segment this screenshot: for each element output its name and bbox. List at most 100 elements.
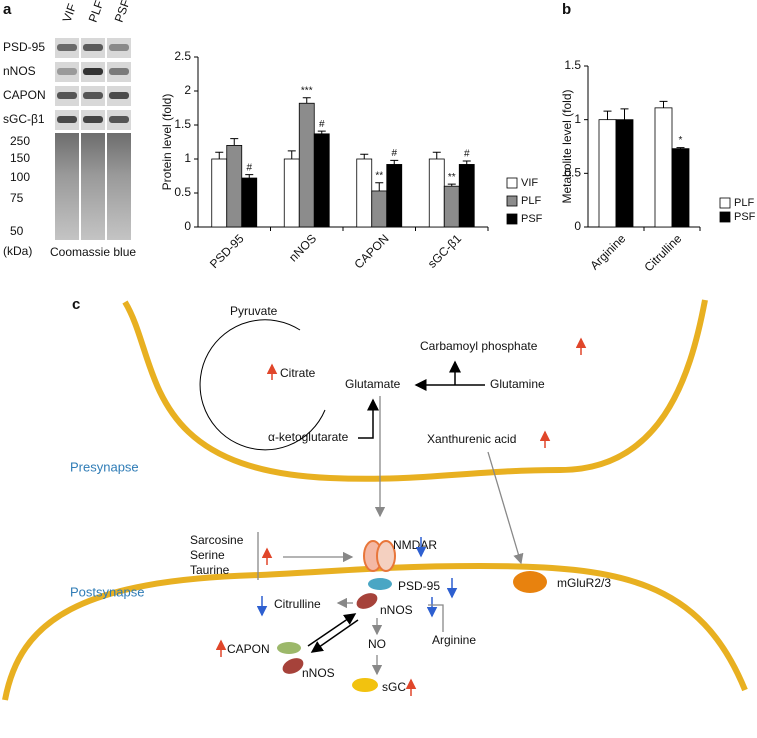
band [109,92,129,99]
row-label: sGC-β1 [3,112,45,126]
panel-label: a [3,1,12,18]
y-tick-label: 1.5 [174,117,191,131]
error-bar [447,183,456,187]
error-bar [287,150,296,159]
band [83,116,103,123]
marker-label: 50 [10,224,24,238]
bar [615,119,634,228]
nnos [356,593,378,609]
band [83,44,103,51]
bar [313,133,330,228]
y-tick-label: 0.5 [174,185,191,199]
error-bar [659,100,668,108]
label: nNOS [380,603,413,617]
y-tick-label: 1 [184,151,191,165]
label: CAPON [227,642,270,656]
band [83,68,103,75]
lane-label: VIF [60,2,80,24]
label: Glutamate [345,377,401,391]
capon [277,642,301,654]
y-tick-label: 2 [184,83,191,97]
significance-label: *** [301,85,313,96]
sgc [352,678,378,692]
label: PSD-95 [398,579,440,593]
error-bar [432,151,441,159]
charts: 0 0.5 1 1.5 2 2.5 Protein level (fold) PSD-95 # n… [160,49,756,274]
error-bar [375,182,384,191]
label: NO [368,637,386,651]
error-bar [462,160,471,165]
error-bar [230,138,239,146]
label: Carbamoyl phosphate [420,339,538,353]
panel-label: b [562,1,571,18]
marker-label: 250 [10,134,30,148]
significance-label: ** [448,172,456,183]
label: Glutamine [490,377,545,391]
legend-swatch [719,197,731,209]
bar [428,158,445,228]
bar [298,102,315,228]
y-tick-label: 0 [184,219,191,233]
error-bar [676,147,685,149]
y-tick-label: 1.5 [564,58,581,72]
gel-lane [107,133,131,240]
error-bar [390,159,399,165]
row-label: CAPON [3,88,46,102]
arrow [358,398,379,439]
band [57,92,77,99]
band [57,68,77,75]
label: nNOS [302,666,335,680]
label: NMDAR [393,538,437,552]
tca-cycle [199,319,326,451]
bar [226,144,243,228]
stain-label: Coomassie blue [50,245,136,259]
x-tick-label: Arginine [587,231,628,272]
bar [443,185,460,228]
mglur [513,571,547,593]
error-bar [620,108,629,120]
bar [671,148,690,228]
band [109,44,129,51]
marker-label: 100 [10,170,30,184]
label: Sarcosine [190,533,244,547]
bar [598,119,617,228]
legend-swatch [506,177,518,189]
legend-label: PSF [521,213,543,225]
psd95 [368,578,392,590]
bar [386,164,403,228]
nnos [282,658,304,674]
label: α-ketoglutarate [268,430,349,444]
label: mGluR2/3 [557,576,611,590]
band [109,68,129,75]
row-label: PSD-95 [3,40,45,54]
significance-label: * [679,135,683,146]
x-tick-label: Citrulline [641,231,684,274]
bar [458,164,475,228]
bar [241,177,258,228]
marker-label: 75 [10,191,24,205]
legend-label: PLF [734,197,754,209]
error-bar [245,174,254,179]
error-bar [317,130,326,134]
y-axis-label: Protein level (fold) [160,94,174,191]
significance-label: # [391,148,397,159]
arrow [307,613,357,647]
error-bar [603,110,612,120]
legend-label: PLF [521,195,541,207]
pathway-diagram: Presynapse Postsynapse Pyruvate Citrate … [2,299,748,701]
gel-lane [81,133,105,240]
arrow [310,619,359,653]
bar [283,158,300,228]
label: Pyruvate [230,304,278,318]
marker-label: 150 [10,151,30,165]
significance-label: # [319,119,325,130]
label: Presynapse [70,459,139,474]
presynaptic-membrane [122,299,708,482]
significance-label: # [464,149,470,160]
legend-label: VIF [521,177,538,189]
band [83,92,103,99]
row-label: nNOS [3,64,36,78]
label: Arginine [432,633,476,647]
y-tick-label: 0 [574,219,581,233]
